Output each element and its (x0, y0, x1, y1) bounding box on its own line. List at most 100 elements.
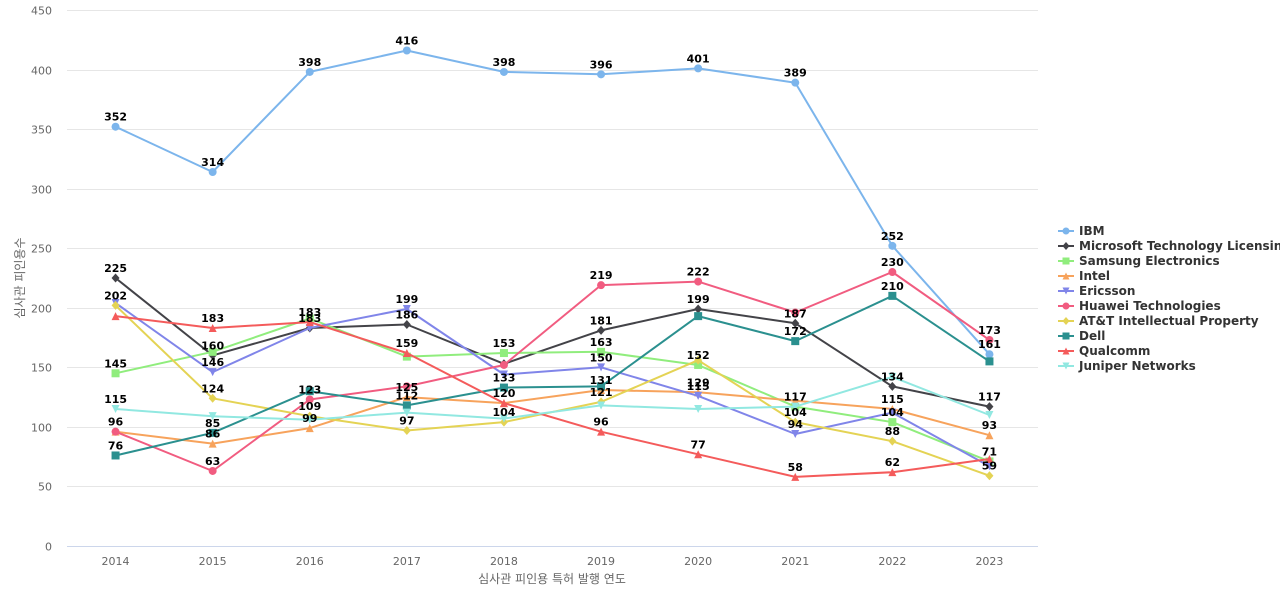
data-point (111, 273, 120, 283)
legend-label: Samsung Electronics (1079, 254, 1220, 268)
data-point (305, 318, 314, 327)
x-tick-label: 2023 (975, 555, 1003, 568)
data-point (985, 335, 994, 344)
data-label: 85 (205, 417, 220, 430)
series-line (115, 294, 990, 457)
data-label: 96 (108, 416, 124, 429)
y-tick-label: 450 (31, 5, 52, 18)
data-label: 124 (201, 382, 224, 395)
data-point (499, 370, 508, 379)
legend-item-qualcomm[interactable]: Qualcomm (1058, 344, 1150, 358)
data-label: 416 (395, 34, 418, 47)
data-point (111, 451, 120, 460)
legend-item-ibm[interactable]: IBM (1058, 224, 1105, 238)
data-label: 104 (492, 406, 515, 419)
data-point (208, 412, 217, 421)
data-point (597, 281, 606, 290)
data-point (791, 417, 800, 427)
data-label: 202 (104, 289, 127, 302)
data-label: 183 (298, 306, 321, 319)
data-label: 398 (298, 56, 321, 69)
legend-marker (1062, 242, 1070, 250)
legend-item-huawei-technologies[interactable]: Huawei Technologies (1058, 299, 1221, 313)
legend-item-dell[interactable]: Dell (1058, 329, 1105, 343)
y-tick-label: 350 (31, 124, 52, 137)
legend-label: IBM (1079, 224, 1105, 238)
data-label: 199 (395, 293, 418, 306)
data-label: 145 (104, 357, 127, 370)
y-tick-label: 150 (31, 362, 52, 375)
data-label: 94 (788, 418, 804, 431)
series-juniper-networks (111, 372, 994, 424)
data-label: 123 (298, 383, 321, 396)
legend-item-at-t-intellectual-property[interactable]: AT&T Intellectual Property (1058, 314, 1259, 328)
data-point (694, 360, 703, 369)
data-point (402, 319, 411, 329)
legend-marker (1062, 287, 1070, 295)
legend-marker (1062, 302, 1070, 310)
legend-marker (1062, 317, 1070, 325)
data-point (985, 455, 994, 464)
data-label: 63 (205, 455, 220, 468)
data-point (305, 67, 314, 76)
data-label: 314 (201, 156, 224, 169)
data-label: 71 (982, 445, 997, 458)
series-huawei-technologies (111, 268, 994, 475)
data-label: 187 (784, 307, 807, 320)
x-tick-label: 2020 (684, 555, 712, 568)
legend-item-microsoft-technology-licensing[interactable]: Microsoft Technology Licensing (1058, 239, 1280, 253)
legend-item-intel[interactable]: Intel (1058, 269, 1110, 283)
data-label: 389 (784, 67, 807, 80)
data-label: 62 (885, 456, 900, 469)
data-label: 129 (687, 376, 710, 389)
data-point (791, 308, 800, 317)
data-label: 186 (395, 308, 418, 321)
legend-label: Ericsson (1079, 284, 1135, 298)
y-tick-label: 200 (31, 303, 52, 316)
data-label: 121 (590, 386, 613, 399)
data-label: 96 (593, 416, 609, 429)
legend-item-juniper-networks[interactable]: Juniper Networks (1058, 359, 1196, 373)
series-dell (111, 291, 994, 460)
data-label: 76 (108, 439, 124, 452)
y-tick-label: 300 (31, 184, 52, 197)
data-label: 97 (399, 414, 414, 427)
data-point (597, 70, 606, 79)
legend-marker (1062, 272, 1070, 280)
data-label: 120 (492, 387, 515, 400)
data-point (305, 387, 314, 396)
data-point (208, 324, 217, 333)
data-point (499, 67, 508, 76)
data-label: 163 (590, 336, 613, 349)
data-label: 112 (395, 389, 418, 402)
legend-label: Dell (1079, 329, 1105, 343)
x-tick-label: 2015 (199, 555, 227, 568)
data-point (208, 439, 217, 448)
data-label: 219 (590, 269, 613, 282)
data-point (888, 268, 897, 277)
legend-item-ericsson[interactable]: Ericsson (1058, 284, 1135, 298)
data-point (694, 391, 703, 400)
data-point (499, 349, 508, 358)
x-tick-label: 2021 (781, 555, 809, 568)
data-label: 153 (492, 337, 515, 350)
data-point (888, 408, 897, 417)
data-point (985, 410, 994, 419)
x-tick-label: 2017 (393, 555, 421, 568)
data-point (888, 241, 897, 250)
data-point (111, 369, 120, 378)
x-tick-label: 2014 (102, 555, 130, 568)
data-point (888, 468, 897, 477)
y-tick-labels: 0 50 100 150 200 250 300 350 400 450 (31, 5, 52, 554)
data-point (985, 357, 994, 366)
legend-label: AT&T Intellectual Property (1079, 314, 1259, 328)
data-point (888, 372, 897, 381)
data-label: 159 (395, 337, 418, 350)
series-line (115, 375, 990, 421)
data-point (985, 350, 994, 359)
data-point (888, 436, 897, 446)
legend-item-samsung-electronics[interactable]: Samsung Electronics (1058, 254, 1220, 268)
legend-marker (1062, 362, 1070, 370)
